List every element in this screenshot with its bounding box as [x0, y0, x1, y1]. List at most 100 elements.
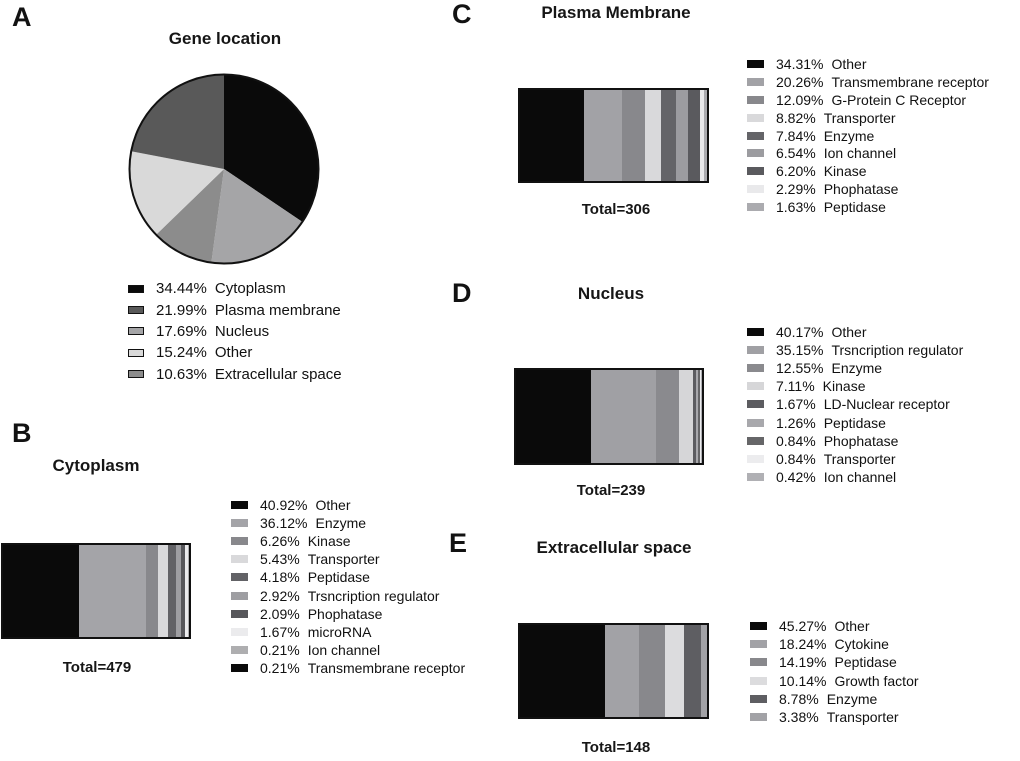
panel-d-title: Nucleus	[577, 284, 645, 303]
bar-segment	[688, 90, 700, 181]
legend-item: 40.92% Other	[231, 496, 465, 514]
legend-label: Other	[831, 324, 867, 341]
panel-a-title: Gene location	[168, 29, 282, 48]
legend-swatch	[231, 501, 248, 510]
legend-percent: 8.82%	[776, 109, 816, 126]
legend-percent: 0.84%	[776, 432, 816, 449]
legend-percent: 4.18%	[260, 569, 300, 586]
legend-percent: 5.43%	[260, 551, 300, 568]
legend-label: Other	[831, 55, 867, 72]
legend-label: Trsncription regulator	[307, 587, 440, 604]
panel-e-total: Total=148	[581, 739, 651, 756]
legend-percent: 45.27%	[779, 618, 827, 635]
legend-label: Other	[315, 497, 351, 514]
pie-svg	[128, 73, 320, 265]
legend-item: 7.11% Kinase	[747, 377, 963, 395]
pie-slice	[131, 74, 224, 169]
legend-label: Phophatase	[823, 181, 899, 198]
legend-percent: 2.29%	[776, 181, 816, 198]
legend-percent: 14.19%	[779, 654, 827, 671]
panel-c-title: Plasma Membrane	[541, 3, 691, 22]
legend-percent: 15.24%	[156, 344, 207, 362]
legend-item: 0.42% Ion channel	[747, 468, 963, 486]
bar-segment	[692, 370, 696, 463]
legend-swatch	[747, 346, 764, 355]
legend-swatch	[747, 382, 764, 391]
bar-segment	[699, 90, 704, 181]
legend-label: Kinase	[307, 533, 351, 550]
legend-item: 45.27% Other	[750, 617, 919, 635]
legend-item: 0.84% Phophatase	[747, 432, 963, 450]
legend-label: Transporter	[826, 709, 899, 726]
legend-item: 10.63% Extracellular space	[128, 364, 342, 385]
pie-slice	[224, 74, 319, 222]
panel-letter-e: E	[449, 528, 468, 558]
panel-e-title: Extracellular space	[536, 538, 692, 557]
panel-letter-d: D	[452, 278, 472, 308]
legend-item: 20.26% Transmembrane receptor	[747, 73, 989, 91]
legend-item: 6.26% Kinase	[231, 532, 465, 550]
legend-swatch	[747, 77, 764, 86]
legend-label: Phophatase	[307, 605, 383, 622]
legend-label: Peptidase	[823, 414, 886, 431]
legend-swatch	[231, 555, 248, 564]
legend-percent: 6.20%	[776, 163, 816, 180]
legend-swatch	[231, 573, 248, 582]
bar-segment	[703, 90, 707, 181]
legend-swatch	[128, 348, 144, 357]
legend-label: Enzyme	[826, 690, 878, 707]
legend-percent: 10.63%	[156, 365, 207, 383]
bar-segment	[181, 545, 186, 637]
legend-label: G-Protein C Receptor	[831, 91, 967, 108]
legend-percent: 2.92%	[260, 587, 300, 604]
legend-label: Other	[834, 618, 870, 635]
cytoplasm-stacked-bar	[1, 543, 191, 639]
legend-percent: 0.84%	[776, 450, 816, 467]
panel-letter-b: B	[12, 418, 32, 448]
legend-item: 8.82% Transporter	[747, 109, 989, 127]
legend-item: 14.19% Peptidase	[750, 653, 919, 671]
legend-percent: 6.26%	[260, 533, 300, 550]
panel-b-total: Total=479	[62, 659, 132, 676]
bar-segment	[644, 90, 662, 181]
legend-swatch	[750, 622, 767, 631]
legend-percent: 18.24%	[779, 636, 827, 653]
legend-swatch	[747, 167, 764, 176]
legend-item: 0.21% Transmembrane receptor	[231, 659, 465, 677]
legend-swatch	[747, 328, 764, 337]
bar-segment	[661, 90, 676, 181]
panel-c-legend: 34.31% Other 20.26% Transmembrane receptor 1…	[747, 55, 989, 216]
bar-segment	[684, 625, 701, 717]
panel-d-legend: 40.17% Other 35.15% Trsncription regulator 1…	[747, 323, 963, 486]
legend-swatch	[231, 627, 248, 636]
legend-swatch	[128, 306, 144, 315]
legend-percent: 20.26%	[776, 73, 824, 90]
bar-segment	[622, 90, 645, 181]
legend-item: 12.55% Enzyme	[747, 359, 963, 377]
legend-label: Enzyme	[823, 127, 875, 144]
legend-item: 34.44% Cytoplasm	[128, 278, 342, 299]
legend-swatch	[747, 185, 764, 194]
bar-segment	[584, 90, 623, 181]
legend-swatch	[747, 95, 764, 104]
bar-segment	[590, 370, 657, 463]
legend-item: 1.67% microRNA	[231, 623, 465, 641]
extracellular-space-stacked-bar	[518, 623, 709, 719]
legend-item: 35.15% Trsncription regulator	[747, 341, 963, 359]
bar-segment	[679, 370, 693, 463]
legend-percent: 12.55%	[776, 360, 824, 377]
legend-swatch	[750, 676, 767, 685]
legend-percent: 40.17%	[776, 324, 824, 341]
bar-segment	[146, 545, 158, 637]
legend-item: 21.99% Plasma membrane	[128, 299, 342, 320]
legend-percent: 6.54%	[776, 145, 816, 162]
legend-swatch	[747, 113, 764, 122]
legend-item: 2.92% Trsncription regulator	[231, 586, 465, 604]
legend-percent: 3.38%	[779, 709, 819, 726]
legend-item: 0.84% Transporter	[747, 450, 963, 468]
legend-swatch	[747, 472, 764, 481]
legend-percent: 1.67%	[260, 623, 300, 640]
legend-item: 2.09% Phophatase	[231, 605, 465, 623]
legend-swatch	[750, 640, 767, 649]
legend-percent: 34.31%	[776, 55, 824, 72]
